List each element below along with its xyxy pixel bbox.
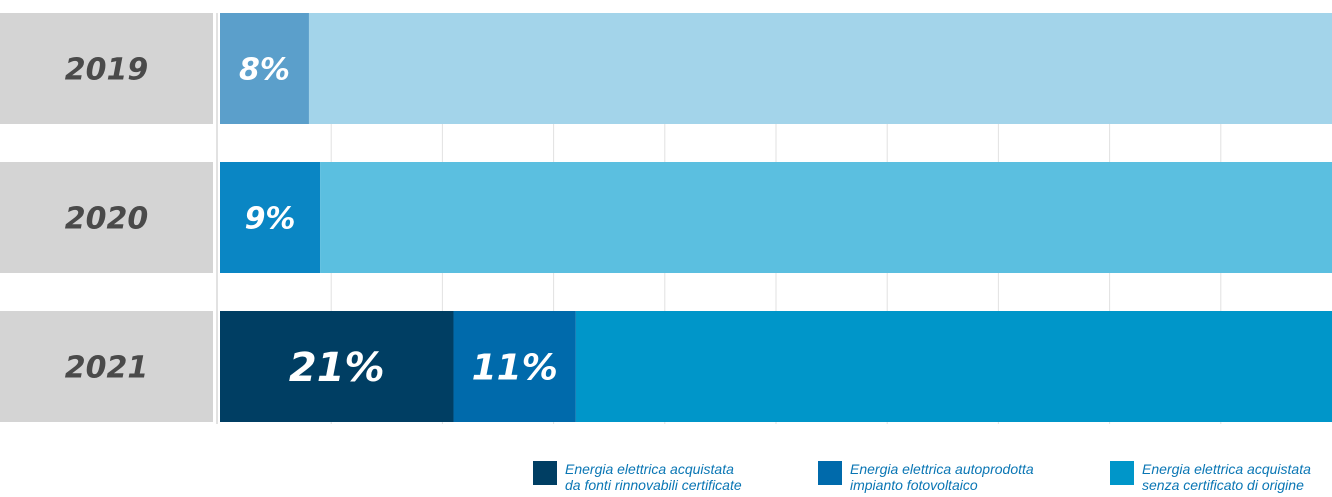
year-box-2019 [0, 13, 213, 124]
bar-2019-autoprodotta [220, 13, 309, 124]
year-box-2020 [0, 162, 213, 273]
legend-label-senza-certificato: Energia elettrica acquistata senza certi… [1142, 461, 1311, 493]
year-label-2020: 2020 [65, 202, 149, 237]
year-box-2021 [0, 311, 213, 422]
bar-2021-rinnovabili [220, 311, 454, 422]
year-label-2019: 2019 [65, 53, 149, 88]
legend-swatch-autoprodotta [818, 461, 842, 485]
bar-2020-senza_certificato [320, 162, 1332, 273]
stacked-bar-chart: 2019 8% 2020 9% 2021 21% 11% [0, 13, 1332, 424]
bars [0, 13, 1332, 422]
legend-item-autoprodotta: Energia elettrica autoprodotta impianto … [818, 461, 1034, 493]
data-label-2020-autoprodotta: 9% [245, 201, 296, 236]
legend-swatch-rinnovabili [533, 461, 557, 485]
legend-swatch-senza-certificato [1110, 461, 1134, 485]
data-label-2021-autoprodotta: 11% [472, 347, 558, 388]
legend-item-senza-certificato: Energia elettrica acquistata senza certi… [1110, 461, 1311, 493]
data-label-2021-rinnovabili: 21% [289, 345, 385, 391]
year-label-2021: 2021 [65, 351, 149, 386]
bar-2021-senza_certificato [575, 311, 1332, 422]
legend-label-rinnovabili: Energia elettrica acquistata da fonti ri… [565, 461, 742, 493]
legend: Energia elettrica acquistata da fonti ri… [0, 461, 1332, 497]
legend-label-autoprodotta: Energia elettrica autoprodotta impianto … [850, 461, 1034, 493]
labels: 2019 8% 2020 9% 2021 21% 11% [65, 52, 558, 391]
data-label-2019-autoprodotta: 8% [239, 52, 290, 87]
bar-2019-senza_certificato [308, 13, 1332, 124]
legend-item-rinnovabili: Energia elettrica acquistata da fonti ri… [533, 461, 742, 493]
bar-2021-autoprodotta [453, 311, 576, 422]
bar-2020-autoprodotta [220, 162, 321, 273]
